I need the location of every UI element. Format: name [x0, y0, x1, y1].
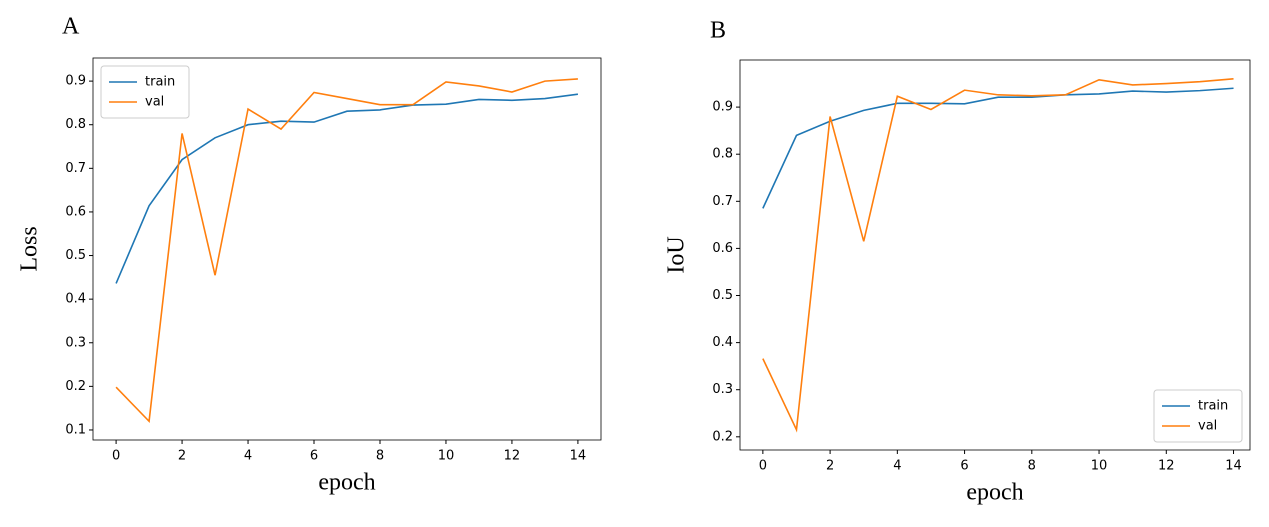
x-tick-label: 12	[1158, 459, 1175, 474]
y-tick-label: 0.9	[65, 74, 86, 89]
x-tick-label: 14	[1225, 459, 1242, 474]
x-axis-label: epoch	[318, 470, 375, 496]
legend-box	[1153, 389, 1243, 443]
x-tick-label: 10	[1091, 459, 1108, 474]
x-tick-label: 2	[178, 449, 186, 464]
x-tick-label: 10	[438, 449, 455, 464]
y-tick-label: 0.6	[65, 204, 86, 219]
legend-label: val	[1198, 419, 1217, 434]
data-line	[115, 78, 578, 424]
data-line	[762, 78, 1234, 433]
x-tick-label: 4	[893, 459, 901, 474]
legend-label: train	[145, 75, 175, 90]
x-tick-label: 8	[376, 449, 384, 464]
y-tick-label: 0.4	[65, 292, 86, 307]
y-axis-label: Loss	[17, 226, 43, 271]
y-tick-label: 0.7	[712, 194, 733, 209]
legend-label: train	[1198, 399, 1228, 414]
y-tick-label: 0.4	[712, 335, 733, 350]
y-tick-label: 0.8	[65, 117, 86, 132]
y-tick-label: 0.9	[712, 100, 733, 115]
legend-label: val	[145, 95, 164, 110]
x-axis-label: epoch	[966, 480, 1023, 506]
legend-box	[100, 65, 190, 119]
x-tick-label: 6	[310, 449, 318, 464]
x-tick-label: 2	[826, 459, 834, 474]
x-tick-label: 0	[759, 459, 767, 474]
y-tick-label: 0.2	[712, 429, 733, 444]
y-tick-label: 0.3	[65, 335, 86, 350]
x-tick-label: 12	[504, 449, 521, 464]
x-tick-label: 14	[570, 449, 587, 464]
y-tick-label: 0.6	[712, 241, 733, 256]
data-line	[762, 87, 1234, 209]
plot-frame	[92, 57, 602, 441]
x-tick-label: 4	[244, 449, 252, 464]
x-tick-label: 8	[1028, 459, 1036, 474]
panel-label: B	[710, 18, 726, 44]
y-tick-label: 0.1	[65, 422, 86, 437]
y-tick-label: 0.2	[65, 379, 86, 394]
y-tick-label: 0.5	[65, 248, 86, 263]
x-tick-label: 0	[112, 449, 120, 464]
y-tick-label: 0.7	[65, 161, 86, 176]
y-axis-label: IoU	[664, 236, 690, 273]
y-tick-label: 0.3	[712, 382, 733, 397]
data-line	[115, 93, 579, 284]
y-tick-label: 0.5	[712, 288, 733, 303]
panel-label: A	[62, 14, 80, 40]
y-tick-label: 0.8	[712, 147, 733, 162]
x-tick-label: 6	[960, 459, 968, 474]
plot-frame	[739, 59, 1251, 451]
